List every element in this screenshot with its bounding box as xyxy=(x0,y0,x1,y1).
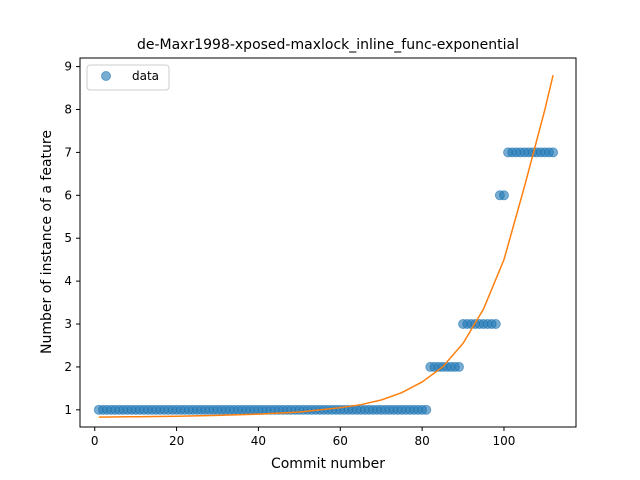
data-point xyxy=(421,404,432,415)
x-tick-label: 40 xyxy=(251,434,266,448)
chart-title: de-Maxr1998-xposed-maxlock_inline_func-e… xyxy=(137,37,519,53)
y-tick-label: 8 xyxy=(64,102,72,116)
data-series xyxy=(93,147,559,415)
legend: data xyxy=(86,64,170,91)
x-tick-label: 0 xyxy=(91,434,99,448)
axes-frame xyxy=(79,57,577,428)
data-point xyxy=(453,361,464,372)
y-tick-label: 9 xyxy=(64,60,72,74)
x-axis-label: Commit number xyxy=(271,456,385,472)
y-tick-label: 4 xyxy=(64,274,72,288)
fit-series xyxy=(98,74,554,418)
plot-area: 0 20 40 60 80 100 1 2 3 4 5 6 7 8 9 xyxy=(64,57,577,448)
y-tick-label: 2 xyxy=(64,360,72,374)
fit-line xyxy=(98,74,554,418)
x-tick-label: 60 xyxy=(333,434,348,448)
y-axis: 1 2 3 4 5 6 7 8 9 xyxy=(64,60,80,417)
y-tick-label: 6 xyxy=(64,188,72,202)
legend-label-data: data xyxy=(132,69,159,83)
y-tick-label: 1 xyxy=(64,403,72,417)
y-axis-label: Number of instance of a feature xyxy=(39,130,55,354)
x-tick-label: 100 xyxy=(493,434,516,448)
y-tick-label: 7 xyxy=(64,145,72,159)
y-tick-label: 3 xyxy=(64,317,72,331)
data-point xyxy=(490,319,501,330)
data-point xyxy=(498,190,509,201)
data-point xyxy=(548,147,559,158)
legend-marker-data xyxy=(101,71,111,81)
x-tick-label: 80 xyxy=(414,434,429,448)
y-tick-label: 5 xyxy=(64,231,72,245)
x-axis: 0 20 40 60 80 100 xyxy=(91,427,516,448)
x-tick-label: 20 xyxy=(169,434,184,448)
